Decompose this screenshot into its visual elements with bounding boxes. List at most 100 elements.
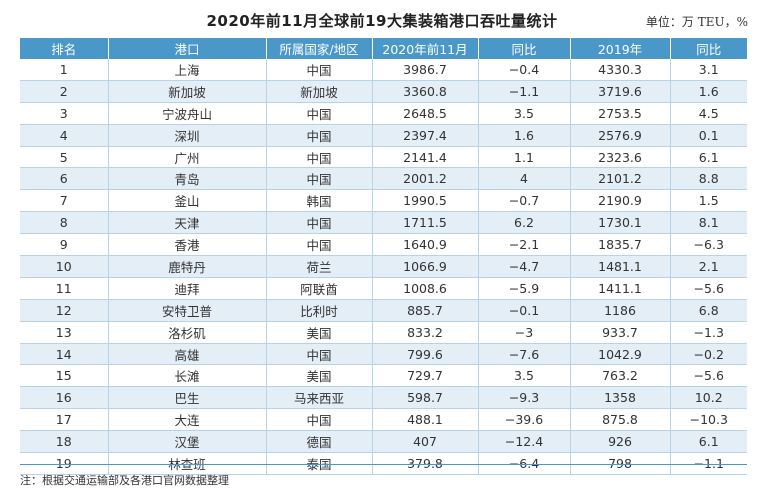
port-throughput-table: 排名 港口 所属国家/地区 2020年前11月 同比 2019年 同比 1 上海中… <box>20 38 747 475</box>
value-2020-cell: 2001.2 <box>371 167 478 191</box>
yoy-2019-cell: 8.1 <box>669 211 747 235</box>
rank-cell: 16 <box>20 386 108 410</box>
yoy-2020-cell: −2.1 <box>477 233 570 257</box>
value-2019-cell: 3719.6 <box>569 80 670 103</box>
value-2020-cell: 729.7 <box>371 364 478 388</box>
yoy-2020-cell: 1.6 <box>477 124 570 147</box>
table-row: 10 鹿特丹 荷兰 1066.9 −4.7 1481.1 2.1 <box>20 255 747 278</box>
value-2019-cell: 763.2 <box>569 364 670 388</box>
rank-cell: 14 <box>20 343 108 366</box>
table-row: 5 广州 中国 2141.4 1.1 2323.6 6.1 <box>20 146 747 169</box>
table-row: 19 林查班 泰国 379.8 −6.4 798 −1.1 <box>20 452 747 475</box>
table-row: 16 巴生 马来西亚 598.7 −9.3 1358 10.2 <box>20 386 747 410</box>
source-note: 注：根据交通运输部及各港口官网数据整理 <box>20 474 229 487</box>
rank-cell: 4 <box>20 124 108 147</box>
country-cell: 新加坡 <box>265 80 372 103</box>
header-rank: 排名 <box>20 38 108 59</box>
yoy-2019-cell: 6.1 <box>669 146 747 169</box>
yoy-2020-cell: −3 <box>477 321 570 344</box>
table-row: 7 釜山 韩国 1990.5 −0.7 2190.9 1.5 <box>20 189 747 213</box>
yoy-2019-cell: −6.3 <box>669 233 747 257</box>
country-cell: 阿联酋 <box>265 277 372 300</box>
yoy-2019-cell: 6.1 <box>669 430 747 454</box>
yoy-2020-cell: −0.1 <box>477 299 570 322</box>
value-2019-cell: 933.7 <box>569 321 670 344</box>
yoy-2019-cell: 10.2 <box>669 386 747 410</box>
port-cell: 广州 <box>107 146 266 169</box>
port-cell: 宁波舟山 <box>107 102 266 125</box>
value-2020-cell: 2141.4 <box>371 146 478 169</box>
table-row: 13 洛杉矶 美国 833.2 −3 933.7 −1.3 <box>20 321 747 344</box>
yoy-2020-cell: −0.4 <box>477 59 570 81</box>
country-cell: 中国 <box>265 233 372 257</box>
port-cell: 巴生 <box>107 386 266 410</box>
rank-cell: 8 <box>20 211 108 235</box>
country-cell: 中国 <box>265 408 372 432</box>
rank-cell: 12 <box>20 299 108 322</box>
value-2020-cell: 3986.7 <box>371 59 478 81</box>
yoy-2020-cell: −12.4 <box>477 430 570 454</box>
value-2020-cell: 488.1 <box>371 408 478 432</box>
table-bottom-rule <box>20 464 747 465</box>
rank-cell: 10 <box>20 255 108 278</box>
table-body: 1 上海 中国 3986.7 −0.4 4330.3 3.1 2 新加坡 新加坡 3360.8 −1.… <box>20 59 747 475</box>
port-cell: 新加坡 <box>107 80 266 103</box>
value-2019-cell: 1835.7 <box>569 233 670 257</box>
rank-cell: 15 <box>20 364 108 388</box>
rank-cell: 6 <box>20 167 108 191</box>
value-2020-cell: 407 <box>371 430 478 454</box>
port-cell: 鹿特丹 <box>107 255 266 278</box>
value-2019-cell: 1042.9 <box>569 343 670 366</box>
yoy-2019-cell: −5.6 <box>669 277 747 300</box>
table-row: 2 新加坡 新加坡 3360.8 −1.1 3719.6 1.6 <box>20 80 747 103</box>
rank-cell: 2 <box>20 80 108 103</box>
value-2020-cell: 2397.4 <box>371 124 478 147</box>
yoy-2020-cell: −6.4 <box>477 452 570 475</box>
yoy-2019-cell: 4.5 <box>669 102 747 125</box>
port-cell: 高雄 <box>107 343 266 366</box>
table-row: 8 天津 中国 1711.5 6.2 1730.1 8.1 <box>20 211 747 235</box>
yoy-2019-cell: 3.1 <box>669 59 747 81</box>
rank-cell: 13 <box>20 321 108 344</box>
country-cell: 比利时 <box>265 299 372 322</box>
yoy-2020-cell: −1.1 <box>477 80 570 103</box>
yoy-2019-cell: −1.3 <box>669 321 747 344</box>
value-2019-cell: 2753.5 <box>569 102 670 125</box>
header-yoy-2019: 同比 <box>669 38 747 59</box>
yoy-2019-cell: 6.8 <box>669 299 747 322</box>
country-cell: 美国 <box>265 364 372 388</box>
table-row: 3 宁波舟山 中国 2648.5 3.5 2753.5 4.5 <box>20 102 747 125</box>
yoy-2020-cell: −39.6 <box>477 408 570 432</box>
value-2019-cell: 1186 <box>569 299 670 322</box>
table-row: 18 汉堡 德国 407 −12.4 926 6.1 <box>20 430 747 454</box>
header-row: 排名 港口 所属国家/地区 2020年前11月 同比 2019年 同比 <box>20 38 747 59</box>
yoy-2019-cell: −5.6 <box>669 364 747 388</box>
country-cell: 中国 <box>265 211 372 235</box>
yoy-2020-cell: 1.1 <box>477 146 570 169</box>
country-cell: 荷兰 <box>265 255 372 278</box>
header-port: 港口 <box>107 38 266 59</box>
rank-cell: 18 <box>20 430 108 454</box>
yoy-2020-cell: −7.6 <box>477 343 570 366</box>
value-2019-cell: 1730.1 <box>569 211 670 235</box>
port-cell: 大连 <box>107 408 266 432</box>
yoy-2019-cell: −0.2 <box>669 343 747 366</box>
value-2020-cell: 833.2 <box>371 321 478 344</box>
yoy-2019-cell: −10.3 <box>669 408 747 432</box>
value-2020-cell: 379.8 <box>371 452 478 475</box>
rank-cell: 11 <box>20 277 108 300</box>
country-cell: 德国 <box>265 430 372 454</box>
yoy-2020-cell: −5.9 <box>477 277 570 300</box>
unit-label: 单位：万 TEU，% <box>645 15 748 29</box>
value-2020-cell: 885.7 <box>371 299 478 322</box>
yoy-2020-cell: 6.2 <box>477 211 570 235</box>
value-2019-cell: 798 <box>569 452 670 475</box>
value-2020-cell: 1640.9 <box>371 233 478 257</box>
country-cell: 中国 <box>265 167 372 191</box>
yoy-2019-cell: 1.6 <box>669 80 747 103</box>
value-2020-cell: 598.7 <box>371 386 478 410</box>
value-2019-cell: 2101.2 <box>569 167 670 191</box>
header-2019: 2019年 <box>569 38 670 59</box>
value-2019-cell: 2190.9 <box>569 189 670 213</box>
port-cell: 香港 <box>107 233 266 257</box>
